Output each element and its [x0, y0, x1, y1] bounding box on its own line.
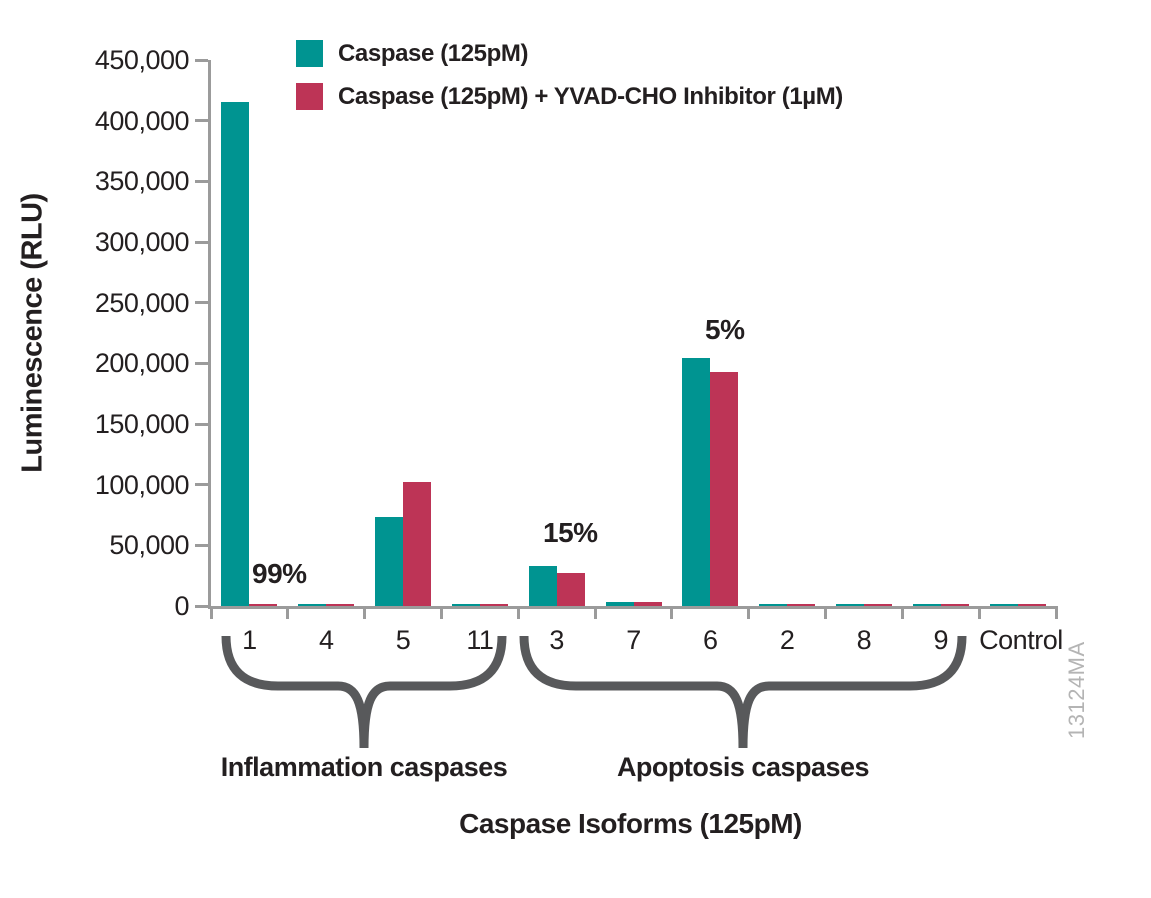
bar-series0-cat-2 — [759, 603, 788, 606]
legend-label-caspase-inhibitor: Caspase (125pM) + YVAD-CHO Inhibitor (1µ… — [338, 82, 843, 110]
y-axis-tick-label: 450,000 — [94, 45, 190, 75]
y-axis-tick — [195, 483, 208, 487]
group-label-apoptosis: Apoptosis caspases — [616, 752, 870, 782]
bar-series1-cat-3 — [556, 572, 585, 606]
bar-series1-cat-Control — [1017, 603, 1046, 606]
y-axis-tick — [195, 119, 208, 123]
y-axis-tick — [195, 301, 208, 305]
y-axis-tick-label: 300,000 — [94, 227, 190, 257]
x-axis-category-label: 8 — [856, 625, 872, 655]
bar-series1-cat-9 — [940, 603, 969, 606]
annotation-inhibition-caspase-6: 5% — [705, 314, 745, 345]
y-axis-tick-label: 400,000 — [94, 105, 190, 136]
annotation-inhibition-caspase-3: 15% — [543, 517, 598, 548]
plot-area: 0 50,000 100,000 150,000 200,000 250,000 300,0… — [95, 45, 1063, 655]
bar-series0-cat-9 — [912, 603, 941, 606]
x-axis-category-label: 6 — [703, 625, 718, 655]
y-axis-tick-label: 150,000 — [94, 409, 190, 439]
x-axis-tick — [363, 606, 367, 619]
y-axis-tick-label: 250,000 — [94, 287, 190, 318]
x-axis-tick — [747, 606, 751, 619]
x-axis-tick — [670, 606, 674, 619]
bar-series0-cat-7 — [605, 601, 634, 606]
bar-series1-cat-4 — [326, 603, 355, 606]
legend: Caspase (125pM) Caspase (125pM) + YVAD-C… — [296, 40, 843, 126]
x-axis-category-label: 2 — [779, 625, 795, 655]
bar-series1-cat-2 — [787, 603, 816, 606]
y-axis-tick-label: 350,000 — [94, 166, 190, 197]
x-axis-tick — [977, 606, 981, 619]
x-axis-tick — [593, 606, 597, 619]
x-axis-category-label: 9 — [933, 625, 949, 655]
bar-series0-cat-8 — [835, 603, 864, 606]
y-axis-tick — [195, 58, 208, 62]
bar-series0-cat-5 — [375, 516, 404, 606]
y-axis-tick — [195, 361, 208, 365]
bar-series1-cat-6 — [710, 372, 739, 606]
y-axis-tick — [195, 543, 208, 547]
bar-series1-cat-5 — [403, 481, 432, 606]
x-axis-category-label: 3 — [549, 625, 564, 655]
x-axis-category-label: 7 — [626, 625, 641, 655]
bar-series1-cat-11 — [479, 603, 508, 606]
bar-series0-cat-11 — [451, 603, 480, 606]
bar-series0-cat-1 — [221, 102, 250, 606]
x-axis-category-label: Control — [979, 625, 1063, 655]
x-axis-category-label: 5 — [395, 625, 411, 655]
x-axis-tick — [516, 606, 520, 619]
bar-series0-cat-Control — [989, 603, 1018, 606]
x-axis-tick — [824, 606, 828, 619]
bar-series0-cat-4 — [298, 603, 327, 606]
y-axis-tick-label: 100,000 — [94, 469, 190, 500]
bar-series1-cat-8 — [863, 603, 892, 606]
x-axis-category-label: 1 — [242, 625, 257, 655]
bar-series0-cat-6 — [682, 358, 711, 606]
y-axis-tick — [195, 240, 208, 244]
legend-label-caspase: Caspase (125pM) — [338, 39, 529, 67]
x-axis-category-label: 11 — [466, 625, 494, 655]
y-axis-tick-label: 200,000 — [94, 348, 190, 379]
legend-item-caspase-inhibitor: Caspase (125pM) + YVAD-CHO Inhibitor (1µ… — [296, 83, 843, 110]
y-axis-tick — [195, 179, 208, 183]
x-axis-tick — [209, 606, 213, 619]
group-label-inflammation: Inflammation caspases — [220, 752, 508, 782]
brace-inflammation-group — [221, 635, 507, 749]
x-axis-title: Caspase Isoforms (125pM) — [459, 808, 802, 839]
legend-swatch-caspase — [296, 40, 323, 67]
x-axis-tick — [439, 606, 443, 619]
y-axis-tick-label: 0 — [174, 591, 189, 621]
y-axis-tick — [195, 422, 208, 426]
y-axis-tick — [195, 604, 208, 608]
bar-series1-cat-7 — [633, 602, 662, 606]
legend-item-caspase: Caspase (125pM) — [296, 40, 843, 67]
annotation-inhibition-caspase-1: 99% — [252, 558, 307, 589]
legend-swatch-caspase-inhibitor — [296, 83, 323, 110]
bar-series1-cat-1 — [249, 603, 278, 606]
x-axis-category-label: 4 — [318, 625, 334, 655]
x-axis-tick — [900, 606, 904, 619]
bar-series0-cat-3 — [528, 565, 557, 606]
brace-apoptosis-group — [519, 635, 967, 749]
y-axis-tick-label: 50,000 — [109, 530, 189, 561]
x-axis-tick — [286, 606, 290, 619]
x-axis-tick — [1054, 606, 1058, 619]
figure-id-watermark: 13124MA — [1064, 641, 1089, 739]
